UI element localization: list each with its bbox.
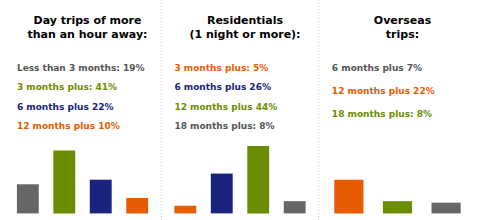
- svg-text:12 months plus 22%: 12 months plus 22%: [332, 86, 435, 96]
- svg-text:Less than 3 months: 19%: Less than 3 months: 19%: [17, 63, 145, 73]
- svg-text:Residentials: Residentials: [207, 14, 284, 27]
- svg-text:18 months plus: 8%: 18 months plus: 8%: [332, 109, 432, 119]
- svg-text:12 months plus 44%: 12 months plus 44%: [174, 102, 277, 112]
- svg-text:6 months plus 7%: 6 months plus 7%: [332, 63, 422, 73]
- svg-text:6 months plus 26%: 6 months plus 26%: [174, 82, 271, 92]
- svg-text:than an hour away:: than an hour away:: [28, 28, 148, 41]
- svg-text:trips:: trips:: [386, 28, 419, 41]
- svg-text:Overseas: Overseas: [374, 14, 432, 27]
- svg-text:3 months plus: 41%: 3 months plus: 41%: [17, 82, 117, 92]
- svg-text:12 months plus 10%: 12 months plus 10%: [17, 121, 120, 131]
- svg-text:(1 night or more):: (1 night or more):: [189, 28, 300, 41]
- svg-text:3 months plus: 5%: 3 months plus: 5%: [174, 63, 268, 73]
- svg-text:18 months plus: 8%: 18 months plus: 8%: [174, 121, 274, 131]
- svg-text:Day trips of more: Day trips of more: [34, 14, 142, 27]
- svg-text:6 months plus 22%: 6 months plus 22%: [17, 102, 114, 112]
